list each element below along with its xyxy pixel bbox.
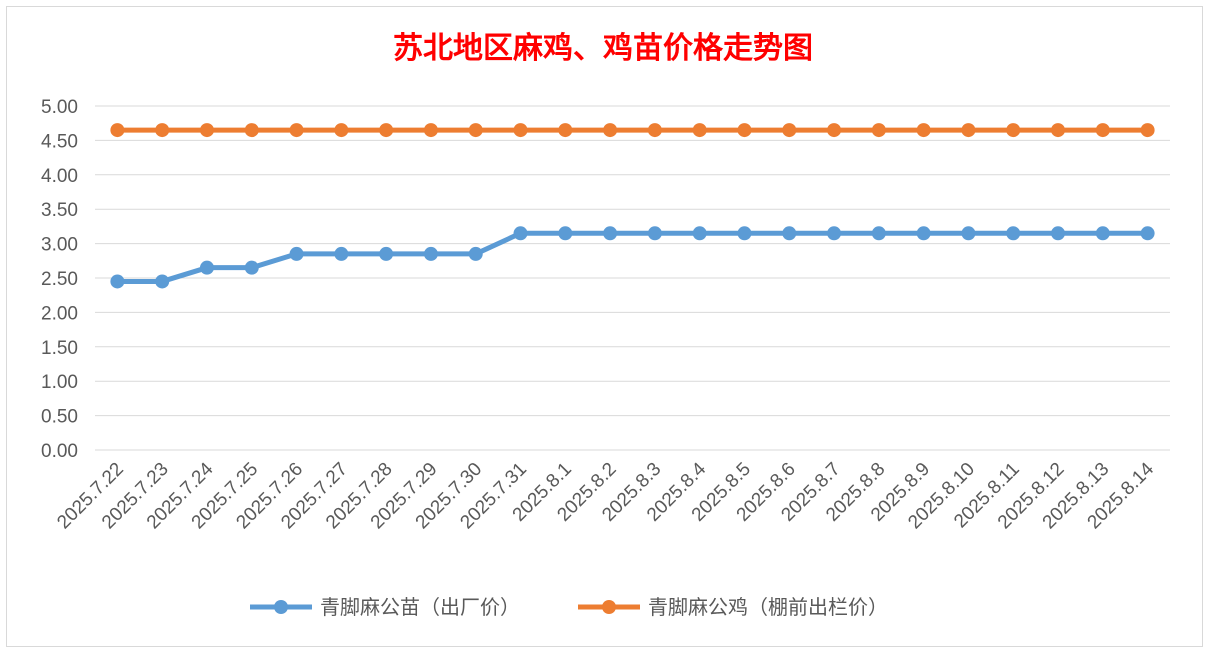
data-point: [379, 246, 394, 261]
series-group: [110, 123, 1155, 289]
data-point: [155, 274, 170, 289]
legend-label: 青脚麻公苗（出厂价）: [320, 595, 520, 619]
legend-swatch-marker: [602, 600, 616, 614]
data-point: [692, 123, 707, 138]
data-point: [423, 123, 438, 138]
data-point: [110, 123, 125, 138]
gridlines: [95, 105, 1170, 451]
data-point: [558, 123, 573, 138]
y-tick-label: 5.00: [41, 97, 78, 118]
data-point: [513, 123, 528, 138]
y-tick-label: 2.50: [41, 269, 78, 290]
data-point: [871, 123, 886, 138]
data-point: [334, 246, 349, 261]
data-point: [379, 123, 394, 138]
series-line: [117, 230, 1148, 284]
y-tick-label: 1.50: [41, 338, 78, 359]
data-point: [1095, 226, 1110, 241]
y-tick-label: 1.00: [41, 372, 78, 393]
data-point: [1140, 123, 1155, 138]
data-point: [289, 246, 304, 261]
data-point: [603, 123, 618, 138]
data-point: [244, 123, 259, 138]
y-tick-label: 0.50: [41, 407, 78, 428]
data-point: [199, 260, 214, 275]
y-tick-label: 0.00: [41, 441, 78, 462]
data-point: [737, 226, 752, 241]
legend-label: 青脚麻公鸡（棚前出栏价）: [648, 595, 888, 619]
legend: 青脚麻公苗（出厂价） 青脚麻公鸡（棚前出栏价）: [250, 595, 888, 619]
chart-title: 苏北地区麻鸡、鸡苗价格走势图: [393, 31, 813, 66]
y-tick-label: 3.00: [41, 235, 78, 256]
data-point: [916, 123, 931, 138]
y-axis: 0.00 0.50 1.00 1.50 2.00 2.50 3.00 3.50 4.00 4.50…: [41, 97, 78, 462]
data-point: [737, 123, 752, 138]
data-point: [916, 226, 931, 241]
y-tick-label: 2.00: [41, 303, 78, 324]
data-point: [468, 123, 483, 138]
y-tick-label: 4.00: [41, 166, 78, 187]
data-point: [603, 226, 618, 241]
data-point: [647, 123, 662, 138]
data-point: [647, 226, 662, 241]
data-point: [1095, 123, 1110, 138]
data-point: [827, 123, 842, 138]
data-point: [961, 226, 976, 241]
chart-area[interactable]: [6, 6, 1203, 647]
data-point: [558, 226, 573, 241]
data-point: [110, 274, 125, 289]
data-point: [289, 123, 304, 138]
data-point: [782, 123, 797, 138]
x-axis: 2025.7.222025.7.232025.7.242025.7.252025…: [53, 458, 1158, 533]
data-point: [199, 123, 214, 138]
data-point: [513, 226, 528, 241]
data-point: [1006, 226, 1021, 241]
data-point: [1051, 123, 1066, 138]
y-tick-label: 3.50: [41, 200, 78, 221]
data-point: [334, 123, 349, 138]
data-point: [871, 226, 886, 241]
data-point: [1051, 226, 1066, 241]
data-point: [961, 123, 976, 138]
data-point: [827, 226, 842, 241]
data-point: [244, 260, 259, 275]
data-point: [782, 226, 797, 241]
data-point: [155, 123, 170, 138]
data-point: [1140, 226, 1155, 241]
data-point: [1006, 123, 1021, 138]
y-tick-label: 4.50: [41, 131, 78, 152]
data-point: [692, 226, 707, 241]
data-point: [468, 246, 483, 261]
legend-swatch-marker: [274, 600, 288, 614]
data-point: [423, 246, 438, 261]
